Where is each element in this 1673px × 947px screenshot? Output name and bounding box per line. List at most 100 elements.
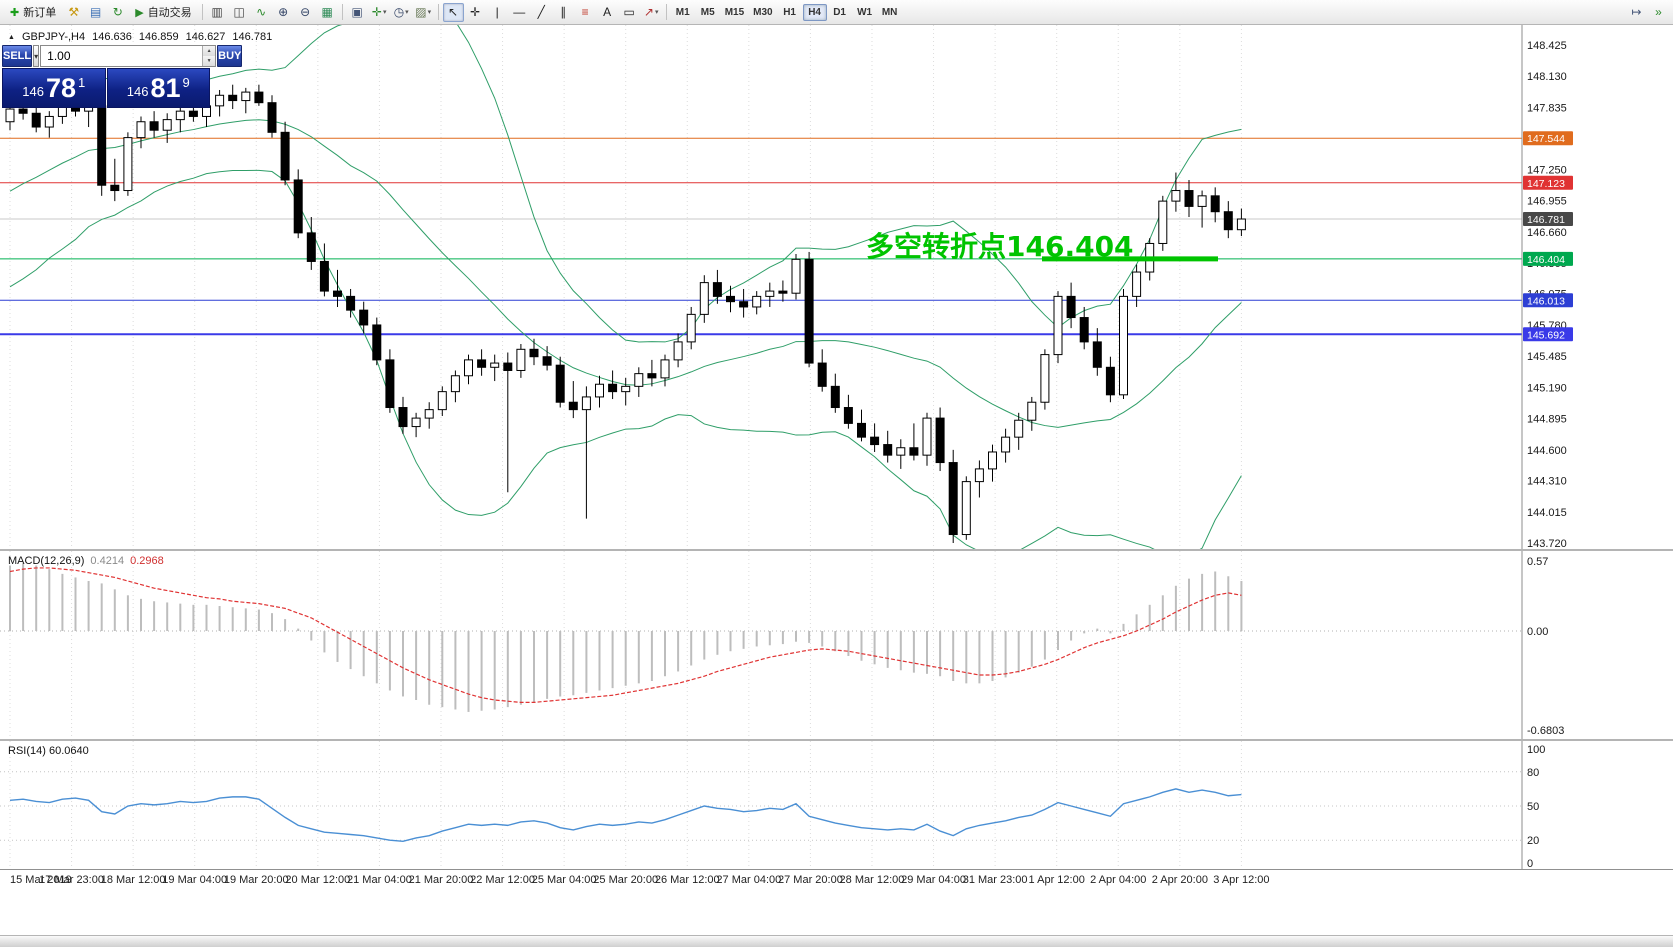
svg-text:146.955: 146.955 — [1527, 196, 1567, 208]
vertical-line-icon[interactable]: | — [487, 3, 508, 22]
arrows-icon: ↗ — [643, 5, 654, 19]
periods-icon[interactable]: ◷ ▾ — [391, 3, 412, 22]
rsi-panel[interactable]: 100 80 50 20 0 RSI(14) 60.0640 — [0, 739, 1673, 869]
equidistant-channel-icon[interactable]: ∥ — [553, 3, 574, 22]
auto-scroll-icon: » — [1655, 5, 1662, 19]
svg-text:147.123: 147.123 — [1527, 178, 1565, 190]
grid-icon[interactable]: ▦ — [317, 3, 338, 22]
time-label: 22 Mar 12:00 — [470, 874, 535, 886]
trendline-icon[interactable]: ╱ — [531, 3, 552, 22]
indicators-icon[interactable]: ✛ ▾ — [369, 3, 390, 22]
ohlc-close: 146.781 — [232, 31, 273, 43]
zoom-out-icon[interactable]: ⊖ — [295, 3, 316, 22]
time-label: 27 Mar 20:00 — [777, 874, 843, 886]
candles — [5, 84, 1246, 543]
crosshair-icon: ✛ — [470, 5, 481, 19]
horizontal-level-lines[interactable] — [0, 137, 1522, 336]
horizontal-scrollbar[interactable] — [0, 935, 1673, 947]
line-chart-icon[interactable]: ∿ — [251, 3, 272, 22]
timeframe-m1-button[interactable]: M1 — [675, 6, 690, 18]
text-label-icon: ▭ — [623, 5, 635, 19]
svg-text:148.130: 148.130 — [1527, 71, 1567, 83]
fibonacci-icon[interactable]: ≡ — [575, 3, 596, 22]
time-label: 18 Mar 12:00 — [100, 874, 166, 886]
timeframe-m30-button[interactable]: M30 — [753, 6, 773, 18]
svg-text:144.895: 144.895 — [1527, 414, 1567, 426]
timeframe-w1-button[interactable]: W1 — [857, 6, 873, 18]
time-label: 1 Apr 12:00 — [1028, 874, 1085, 886]
timeframe-m5-button[interactable]: M5 — [700, 6, 715, 18]
text-icon[interactable]: A — [597, 3, 618, 22]
time-label: 15 Mar 2019 — [10, 874, 72, 886]
templates-icon: ▨ — [415, 5, 427, 19]
auto-scroll-icon[interactable]: » — [1648, 3, 1669, 22]
annotation-text[interactable]: 多空转折点146.404 — [866, 230, 1134, 263]
chart-shift-icon: ↦ — [1631, 5, 1642, 19]
refresh-icon[interactable]: ↻ — [107, 3, 128, 22]
rsi-title: RSI(14) 60.0640 — [8, 745, 89, 757]
timeframe-h1-button[interactable]: H1 — [783, 6, 796, 18]
spinner-up-icon[interactable]: ▲ — [203, 46, 216, 56]
svg-text:20: 20 — [1527, 835, 1539, 847]
text-icon: A — [603, 5, 612, 19]
new-order-button[interactable]: ✚ 新订单 — [4, 3, 62, 22]
svg-text:146.404: 146.404 — [1527, 254, 1565, 266]
buy-price-display[interactable]: 146 81 9 — [106, 68, 210, 108]
time-label: 19 Mar 20:00 — [223, 874, 289, 886]
spinner-down-icon[interactable]: ▼ — [203, 56, 216, 66]
svg-text:144.600: 144.600 — [1527, 445, 1567, 457]
arrows-icon[interactable]: ↗ ▾ — [641, 3, 662, 22]
chart-area[interactable]: 多空转折点146.404 148.425 148.130 147.835 147.250… — [0, 25, 1673, 549]
time-axis[interactable]: 15 Mar 2019 17 Mar 23:00 18 Mar 12:00 19 Ma… — [0, 869, 1673, 892]
lot-size-input[interactable] — [41, 46, 203, 66]
buy-price-big: 81 — [150, 72, 181, 103]
time-label: 21 Mar 20:00 — [408, 874, 474, 886]
cursor-icon: ↖ — [448, 5, 459, 19]
profiles-icon[interactable]: ▤ — [85, 3, 106, 22]
price-axis[interactable]: 148.425 148.130 147.835 147.250 146.955 146.6… — [1521, 25, 1573, 549]
crosshair-icon[interactable]: ✛ — [465, 3, 486, 22]
rsi-svg[interactable]: 100 80 50 20 0 RSI(14) 60.0640 — [0, 741, 1673, 869]
time-label: 31 Mar 23:00 — [962, 874, 1028, 886]
sell-price-display[interactable]: 146 78 1 — [2, 68, 106, 108]
time-label: 27 Mar 04:00 — [716, 874, 782, 886]
time-label: 3 Apr 12:00 — [1213, 874, 1270, 886]
order-mode-dropdown[interactable]: ▾ — [33, 45, 40, 67]
periods-icon: ◷ — [393, 5, 405, 19]
svg-text:0.00: 0.00 — [1527, 626, 1548, 638]
candlestick-chart-icon[interactable]: ◫ — [229, 3, 250, 22]
lot-size-field: ▲ ▼ — [40, 45, 217, 67]
main-chart-svg[interactable]: 多空转折点146.404 148.425 148.130 147.835 147.250… — [0, 25, 1673, 549]
indicators-icon: ✛ — [371, 5, 382, 19]
timeframe-m15-button[interactable]: M15 — [724, 6, 745, 18]
cursor-icon[interactable]: ↖ — [442, 2, 464, 22]
new-order-icon: ✚ — [10, 6, 20, 19]
timeframe-d1-button[interactable]: D1 — [833, 6, 846, 18]
time-label: 28 Mar 12:00 — [839, 874, 905, 886]
lot-size-stepper: ▲ ▼ — [202, 46, 216, 66]
macd-panel[interactable]: 0.57 0.00 -0.6803 MACD(12,26,9) 0.4214 0.2968 — [0, 549, 1673, 739]
expert-advisors-icon[interactable]: ⚒ — [63, 3, 84, 22]
horizontal-line-icon[interactable]: — — [509, 3, 530, 22]
tile-windows-icon[interactable]: ▣ — [347, 3, 368, 22]
chevron-down-icon: ▾ — [405, 8, 409, 16]
chevron-down-icon: ▾ — [34, 51, 39, 61]
macd-svg[interactable]: 0.57 0.00 -0.6803 MACD(12,26,9) 0.4214 0.2968 — [0, 551, 1673, 739]
timeframe-mn-button[interactable]: MN — [881, 6, 898, 18]
svg-text:148.425: 148.425 — [1527, 40, 1567, 52]
templates-icon[interactable]: ▨ ▾ — [413, 3, 434, 22]
macd-title: MACD(12,26,9) 0.4214 0.2968 — [8, 555, 164, 567]
zoom-in-icon[interactable]: ⊕ — [273, 3, 294, 22]
time-label: 29 Mar 04:00 — [901, 874, 966, 886]
svg-text:147.250: 147.250 — [1527, 164, 1567, 176]
bar-chart-icon[interactable]: ▥ — [207, 3, 228, 22]
auto-trading-button[interactable]: ▶ 自动交易 — [129, 3, 197, 22]
sell-button[interactable]: SELL — [2, 45, 33, 67]
svg-text:146.660: 146.660 — [1527, 227, 1567, 239]
chart-shift-icon[interactable]: ↦ — [1626, 3, 1647, 22]
sell-price-sup: 1 — [78, 75, 86, 90]
timeframe-h4-button[interactable]: H4 — [802, 3, 827, 21]
text-label-icon[interactable]: ▭ — [619, 3, 640, 22]
buy-button[interactable]: BUY — [217, 45, 243, 67]
